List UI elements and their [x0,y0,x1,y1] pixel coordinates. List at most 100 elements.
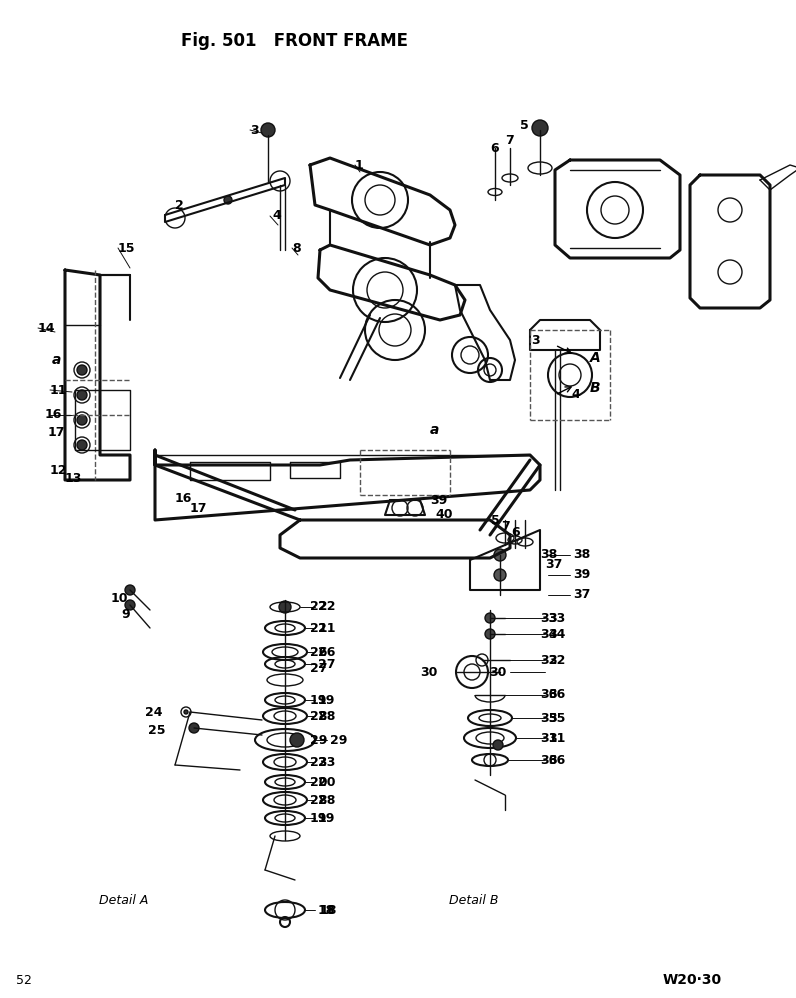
Text: 30: 30 [420,666,437,679]
Text: W20·30: W20·30 [663,973,722,987]
Text: Detail B: Detail B [449,893,498,907]
Text: 2: 2 [175,199,184,212]
Text: 25: 25 [148,724,166,737]
Text: 17: 17 [48,425,65,438]
Text: 3: 3 [250,124,259,137]
Text: 39: 39 [573,569,591,582]
Text: Detail A: Detail A [99,893,148,907]
Text: 52: 52 [16,973,32,987]
Text: 16: 16 [175,491,193,505]
Text: 28: 28 [318,710,335,723]
Text: 11: 11 [50,383,68,396]
Text: 27: 27 [318,658,335,671]
Text: 20: 20 [310,775,327,788]
Text: 35: 35 [540,712,557,725]
Text: 23: 23 [310,755,327,768]
Text: a: a [52,353,61,367]
Text: 13: 13 [65,471,82,484]
Text: 10: 10 [111,592,128,605]
Text: 36: 36 [540,753,557,766]
Circle shape [485,629,495,639]
Text: 28: 28 [310,710,327,723]
Text: 19: 19 [318,811,335,824]
Circle shape [125,600,135,610]
Text: 37: 37 [545,559,563,572]
Text: 26: 26 [318,646,335,659]
Text: 5: 5 [520,119,529,132]
Text: 29: 29 [330,734,347,747]
Text: 22: 22 [310,601,327,614]
Text: 17: 17 [190,502,208,515]
Text: 35: 35 [548,712,565,725]
Circle shape [77,365,87,375]
Text: 34: 34 [540,628,557,641]
Text: 18: 18 [318,903,335,916]
Text: 20: 20 [318,775,335,788]
Text: 21: 21 [310,622,327,635]
Text: 19: 19 [310,811,327,824]
Circle shape [125,585,135,595]
Circle shape [290,733,304,747]
Circle shape [494,549,506,561]
Text: 3: 3 [532,333,540,346]
Circle shape [485,613,495,623]
Text: 31: 31 [540,732,557,745]
Text: 22: 22 [318,601,335,614]
Text: 36: 36 [548,689,565,702]
Circle shape [279,601,291,613]
Text: 30: 30 [490,666,507,679]
Circle shape [532,120,548,136]
Circle shape [189,723,199,733]
Text: 4: 4 [572,388,580,401]
Text: 19: 19 [310,694,327,707]
Text: 28: 28 [318,793,335,806]
Text: 21: 21 [318,622,335,635]
Text: 39: 39 [430,493,447,507]
Text: 23: 23 [318,755,335,768]
Text: 4: 4 [272,209,281,222]
Text: 1: 1 [355,159,364,172]
Text: 16: 16 [45,408,62,421]
Text: 5: 5 [491,514,500,527]
Text: 28: 28 [310,793,327,806]
Text: 7: 7 [501,520,510,533]
Text: A: A [590,351,601,365]
Text: 6: 6 [490,142,498,155]
Circle shape [184,710,188,714]
Text: 12: 12 [50,463,68,476]
Text: 27: 27 [310,662,327,675]
Circle shape [261,123,275,137]
Text: 9: 9 [121,609,130,622]
Text: 31: 31 [548,732,565,745]
Text: 6: 6 [511,526,520,539]
Text: 8: 8 [292,242,301,254]
Text: 38: 38 [573,549,591,562]
Text: 7: 7 [505,134,513,147]
Text: 26: 26 [310,646,327,659]
Text: 24: 24 [145,706,162,719]
Text: 37: 37 [573,589,591,602]
Text: 32: 32 [540,654,557,667]
Text: 19: 19 [318,694,335,707]
Text: 40: 40 [435,509,452,522]
Text: 33: 33 [548,612,565,625]
Text: Fig. 501   FRONT FRAME: Fig. 501 FRONT FRAME [181,32,408,50]
Circle shape [77,440,87,450]
Circle shape [77,415,87,425]
Text: 14: 14 [38,321,56,334]
Text: 36: 36 [540,689,557,702]
Text: 18: 18 [320,903,338,916]
Circle shape [494,569,506,581]
Text: B: B [590,381,601,395]
Text: 36: 36 [548,753,565,766]
Circle shape [224,196,232,204]
Text: 29: 29 [310,734,327,747]
Text: 34: 34 [548,628,565,641]
Text: a: a [430,423,439,437]
Text: 33: 33 [540,612,557,625]
Text: 38: 38 [540,549,557,562]
Circle shape [493,740,503,750]
Circle shape [77,390,87,400]
Text: 15: 15 [118,242,135,254]
Text: 32: 32 [548,654,565,667]
